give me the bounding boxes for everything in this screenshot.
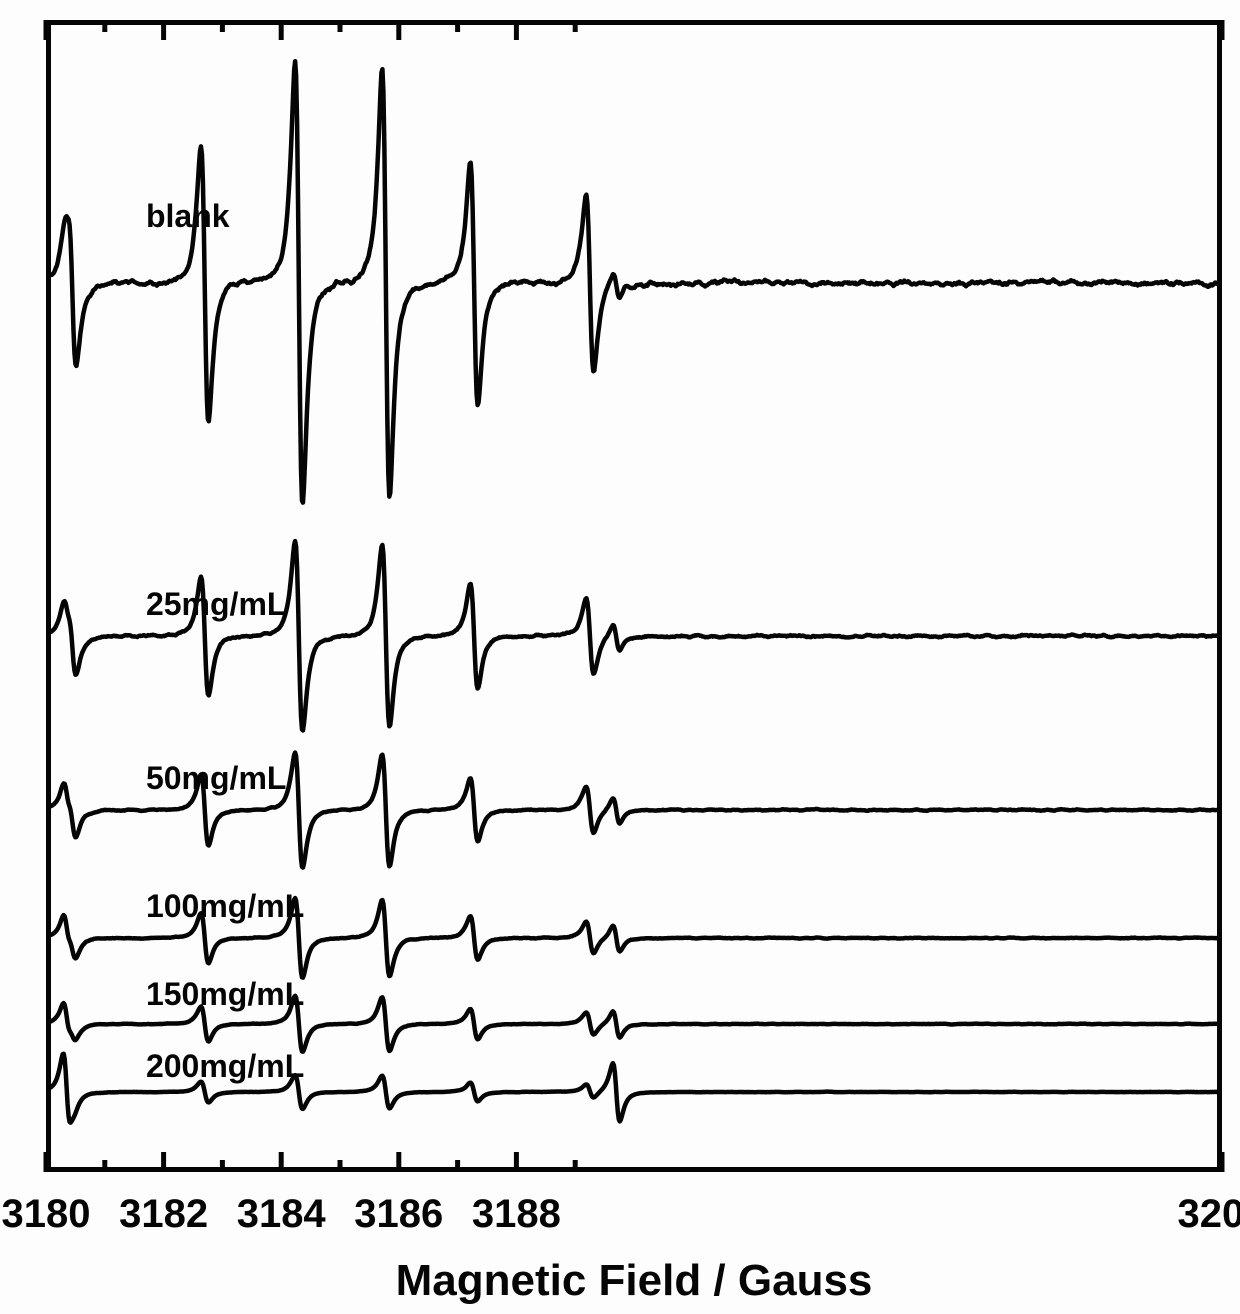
series-label: 100mg/mL	[146, 888, 304, 925]
series-label: 25mg/mL	[146, 586, 286, 623]
x-tick-label: 3200	[1178, 1192, 1240, 1237]
x-tick-label: 3184	[237, 1192, 326, 1237]
spectrum-trace: blank	[46, 61, 1222, 502]
series-label: 200mg/mL	[146, 1048, 304, 1085]
series-label: 50mg/mL	[146, 760, 286, 797]
x-tick-label: 3182	[119, 1192, 208, 1237]
x-tick-label: 3186	[354, 1192, 443, 1237]
x-tick-label: 3188	[472, 1192, 561, 1237]
epr-spectra-figure: blank25mg50mg100mg150mg200mg318031823184…	[0, 0, 1240, 1314]
series-label: blank	[146, 198, 230, 235]
x-axis-label: Magnetic Field / Gauss	[396, 1256, 873, 1306]
x-tick-label: 3180	[2, 1192, 91, 1237]
series-label: 150mg/mL	[146, 976, 304, 1013]
spectrum-trace: 25mg	[46, 541, 1222, 730]
